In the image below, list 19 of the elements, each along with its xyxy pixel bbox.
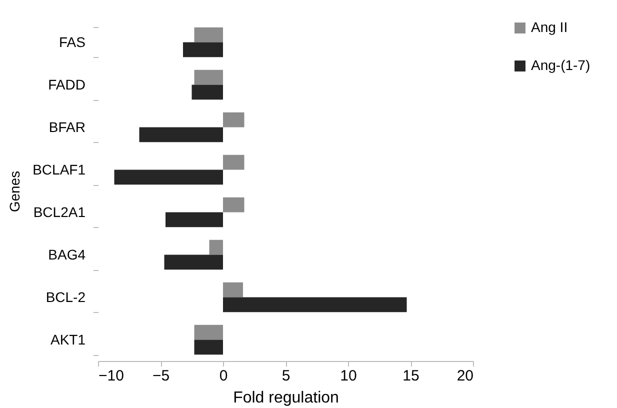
legend-label: Ang-(1-7) (531, 57, 590, 73)
y-tick-label: BAG4 (48, 246, 86, 262)
x-tick-label: 5 (282, 368, 290, 384)
x-tick-label: −5 (152, 368, 170, 384)
x-tick-label: −10 (98, 368, 124, 384)
y-tick-label: BCLAF1 (32, 161, 86, 178)
x-axis-title: Fold regulation (233, 390, 339, 406)
y-tick-label: BCL2A1 (33, 204, 86, 220)
y-axis-title: Genes (6, 170, 23, 212)
y-tick-label: FADD (48, 76, 86, 92)
y-tick-label: BFAR (48, 118, 86, 135)
legend-label: Ang II (531, 19, 568, 35)
x-tick-label: 15 (402, 368, 420, 384)
y-tick-label: AKT1 (50, 331, 86, 348)
x-tick-label: 0 (219, 368, 228, 384)
y-tick-label: FAS (59, 34, 86, 50)
y-tick-label: BCL-2 (46, 288, 86, 305)
x-tick-label: 20 (456, 368, 474, 384)
x-tick-label: 10 (340, 368, 357, 384)
